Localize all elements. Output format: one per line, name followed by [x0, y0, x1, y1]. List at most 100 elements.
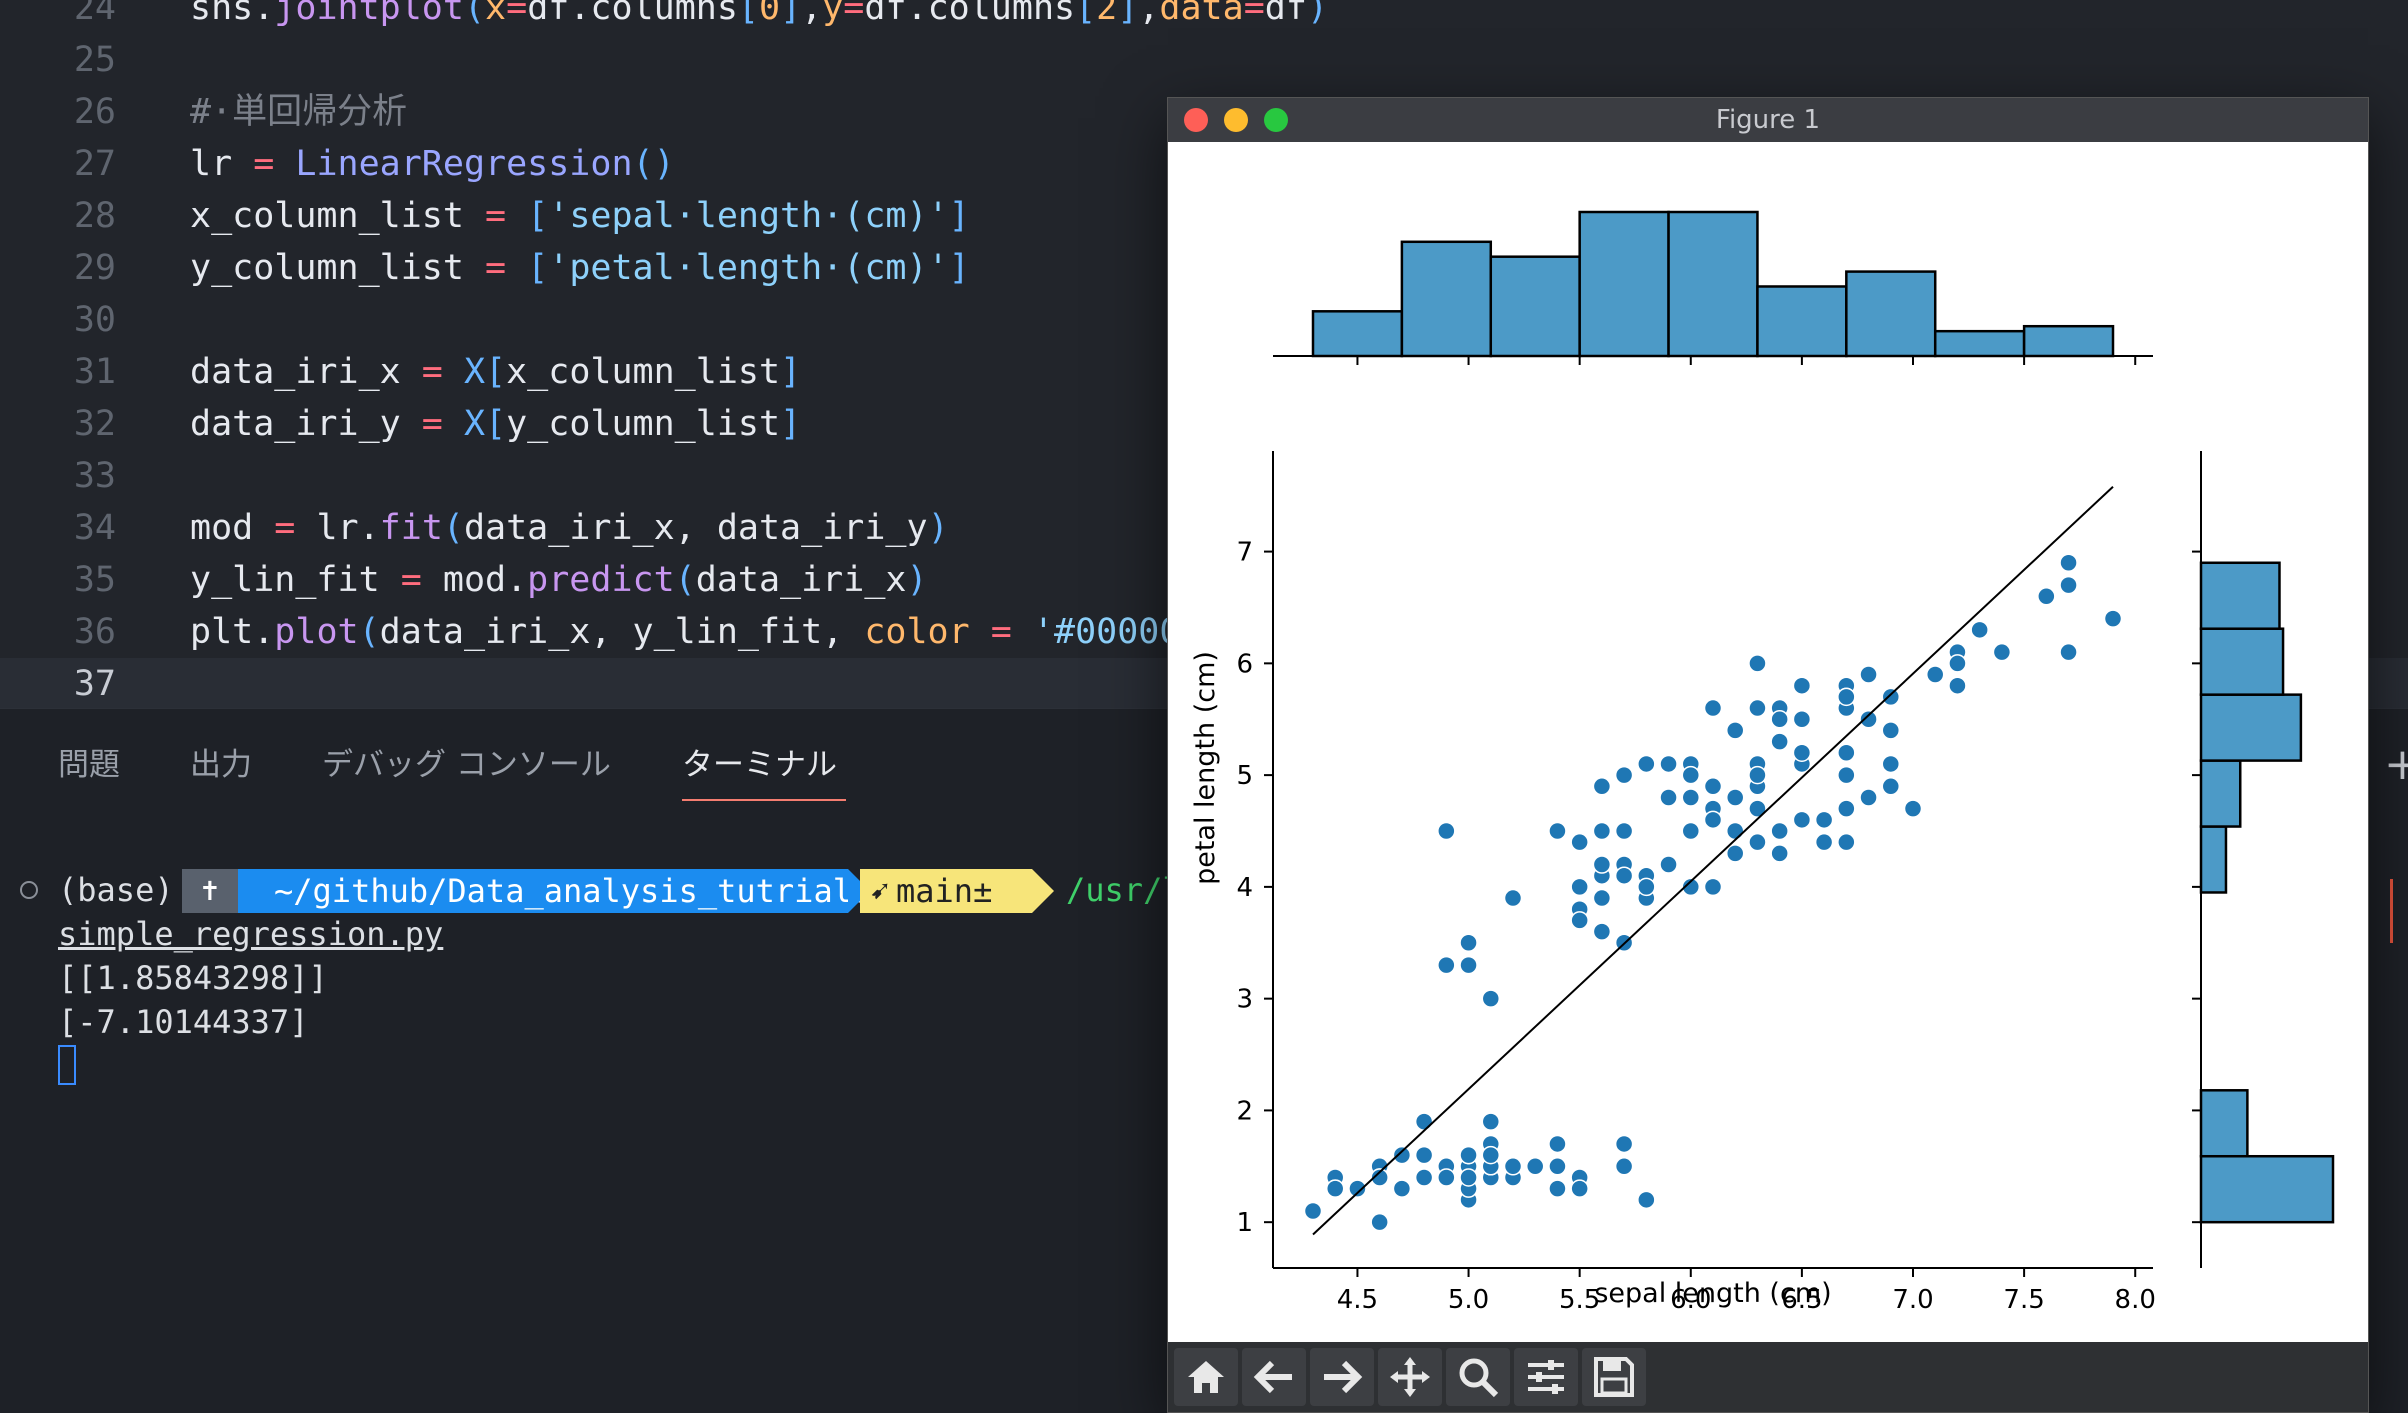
maximize-window-button[interactable]	[1264, 108, 1288, 132]
scatter-point	[2059, 642, 2078, 662]
figure-titlebar[interactable]: Figure 1	[1168, 98, 2368, 142]
tab-debug-console[interactable]: デバッグ コンソール	[322, 747, 611, 783]
scatter-point	[1770, 732, 1789, 751]
scatter-point	[1903, 799, 1923, 818]
tab-output[interactable]: 出力	[190, 747, 252, 783]
home-icon	[1188, 1361, 1224, 1393]
scatter-point	[1637, 877, 1656, 897]
x-tick-label: 6.5	[1781, 1285, 1822, 1315]
add-terminal-icon[interactable]: +	[2384, 739, 2408, 790]
scatter-point	[1859, 788, 1878, 807]
code-line[interactable]: 29 y_column_list = ['petal·length·(cm)']	[0, 242, 2408, 294]
line-number: 30	[73, 300, 116, 340]
pan-button[interactable]	[1378, 1348, 1442, 1406]
x-hist-bar	[1311, 310, 1404, 358]
y-hist-bar	[2199, 1154, 2335, 1224]
x-hist-bar	[1578, 210, 1670, 358]
regression-line	[1312, 486, 2114, 1236]
figure-window[interactable]: Figure 1 4.5 5.0 5.5 6.0 6.5 7.0 7.5 8.0 1 2 3 4 5 6 7…	[1168, 98, 2368, 1412]
code-line[interactable]: 35 y_lin_fit = mod.predict(data_iri_x)	[0, 554, 2408, 606]
code-text: #·単回帰分析	[190, 92, 408, 132]
line-number: 37	[73, 664, 116, 704]
code-line[interactable]: 30	[0, 294, 2408, 346]
regression-line-segment	[1312, 486, 2114, 1236]
scatter-point	[1592, 821, 1612, 841]
configure-subplots-button[interactable]	[1514, 1348, 1578, 1406]
scatter-point	[2037, 587, 2056, 606]
x-histogram	[1273, 210, 2153, 365]
scatter-point	[1748, 654, 1767, 673]
scatter-point	[1770, 821, 1789, 841]
x-tick-label: 8.0	[2115, 1285, 2156, 1315]
minimize-window-button[interactable]	[1224, 108, 1248, 132]
code-line[interactable]: 34 mod = lr.fit(data_iri_x, data_iri_y)	[0, 502, 2408, 554]
scatter-point	[1659, 754, 1678, 774]
x-tick-label: 5.0	[1448, 1285, 1489, 1315]
code-text: y_lin_fit = mod.predict(data_iri_x)	[190, 560, 928, 600]
x-tick-label: 7.0	[1892, 1285, 1933, 1315]
code-line[interactable]: 26 #·単回帰分析	[0, 86, 2408, 138]
scatter-point	[1703, 777, 1723, 796]
forward-button[interactable]	[1310, 1348, 1374, 1406]
scatter-point	[1414, 1145, 1434, 1165]
scatter-point	[1859, 709, 1878, 729]
code-line[interactable]: 28 x_column_list = ['sepal·length·(cm)']	[0, 190, 2408, 242]
conda-env: (base)	[58, 871, 174, 909]
scatter-point	[1370, 1212, 1389, 1232]
close-window-button[interactable]	[1184, 108, 1208, 132]
active-tab-indicator	[682, 799, 846, 801]
terminal-line: simple_regression.py	[58, 915, 444, 953]
scatter-point	[1859, 665, 1878, 684]
code-line[interactable]: 33	[0, 450, 2408, 502]
git-branch-label: main±	[896, 872, 993, 910]
scatter-point	[2059, 575, 2078, 595]
tab-terminal[interactable]: ターミナル	[682, 747, 837, 783]
code-line[interactable]: 25	[0, 34, 2408, 86]
code-line[interactable]: 31 data_iri_x = X[x_column_list]	[0, 346, 2408, 398]
joint-plot[interactable]: 4.5 5.0 5.5 6.0 6.5 7.0 7.5 8.0 1 2 3 4 5 6 7 sepal le…	[1168, 142, 2368, 1342]
git-branch: ➹ main±	[860, 869, 1032, 913]
scatter-point	[1437, 1168, 1456, 1187]
scatter-point	[1525, 1157, 1545, 1176]
scatter-point	[1770, 709, 1789, 729]
home-button[interactable]	[1174, 1348, 1238, 1406]
scatter-point	[1748, 832, 1767, 852]
tab-problems[interactable]: 問題	[58, 747, 120, 783]
line-number: 27	[73, 144, 116, 184]
scatter-point	[1348, 1179, 1367, 1198]
move-icon	[1390, 1357, 1430, 1397]
scatter-point	[1659, 855, 1678, 874]
save-figure-button[interactable]	[1582, 1348, 1646, 1406]
scatter-point	[1437, 821, 1456, 841]
x-tick-label: 6.0	[1670, 1285, 1711, 1315]
scatter-point	[1614, 765, 1634, 785]
y-hist-bar	[2199, 561, 2281, 630]
code-line[interactable]: 36 plt.plot(data_iri_x, y_lin_fit, color …	[0, 606, 2408, 658]
scatter-point	[1370, 1168, 1389, 1187]
scatter-point	[1659, 788, 1678, 807]
scatter-point	[1392, 1179, 1412, 1198]
scatter-point	[1792, 676, 1812, 695]
y-tick-label: 5	[1236, 761, 1253, 791]
line-number: 33	[73, 456, 116, 496]
scatter-point	[1481, 1145, 1501, 1165]
terminal-cursor[interactable]	[58, 1045, 76, 1085]
code-line[interactable]: 24 sns.jointplot(x=df.columns[0],y=df.col…	[0, 0, 2408, 34]
scatter-point	[1837, 832, 1856, 852]
scatter-point	[1614, 821, 1634, 841]
y-axis-label: petal length (cm)	[1190, 651, 1221, 885]
scatter-point	[1837, 765, 1856, 785]
scatter-point	[1703, 810, 1723, 830]
scatter-point	[1481, 989, 1501, 1008]
scatter-point	[1548, 1134, 1567, 1154]
scatter-point	[1681, 765, 1701, 785]
figure-title: Figure 1	[1715, 105, 1821, 135]
scatter-point	[2059, 553, 2078, 573]
zoom-button[interactable]	[1446, 1348, 1510, 1406]
scatter-point	[1725, 821, 1745, 841]
code-line[interactable]: 32 data_iri_y = X[y_column_list]	[0, 398, 2408, 450]
code-text: sns.jointplot(x=df.columns[0],y=df.colum…	[190, 0, 1329, 28]
code-line[interactable]: 27 lr = LinearRegression()	[0, 138, 2408, 190]
y-hist-bar	[2199, 627, 2285, 696]
back-button[interactable]	[1242, 1348, 1306, 1406]
